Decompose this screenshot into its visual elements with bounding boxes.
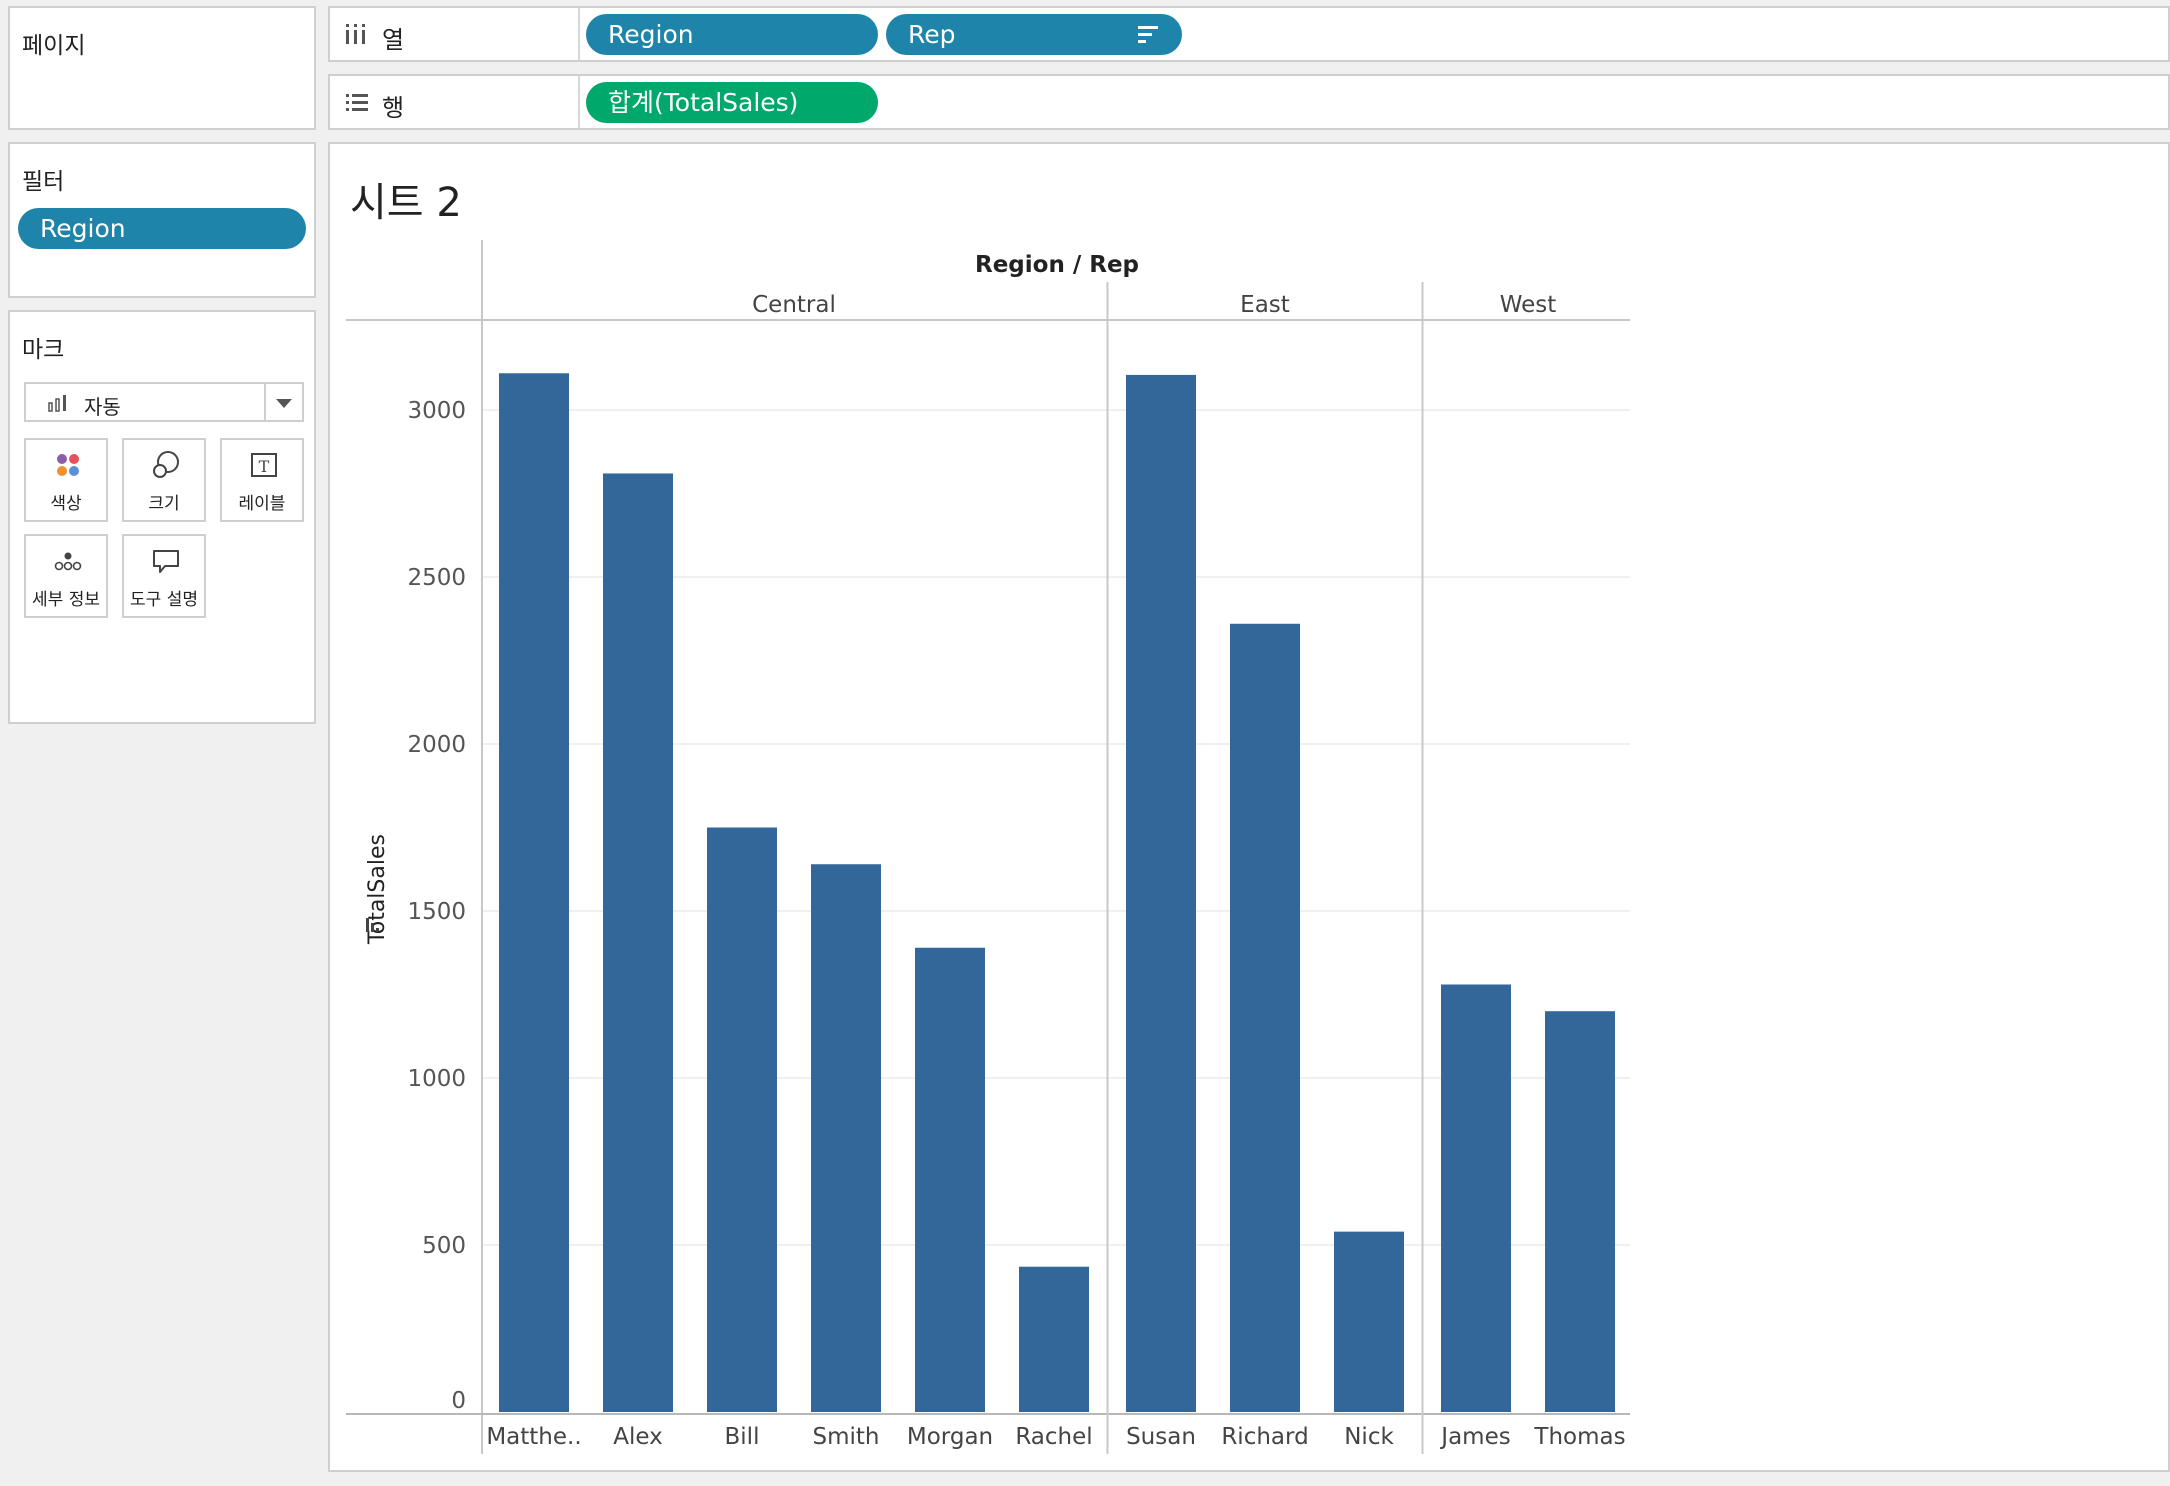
rep-tick-label: Bill <box>725 1424 760 1450</box>
rep-tick-label: Nick <box>1344 1424 1394 1450</box>
sheet-title: 시트 2 <box>350 180 462 226</box>
y-tick-label: 1000 <box>407 1066 466 1092</box>
pages-shelf[interactable]: 페이지 <box>8 6 316 130</box>
worksheet-view: 시트 2 Region / Rep Central Matthe.. Alex Bill… <box>328 142 2170 1472</box>
detail-card-button[interactable]: 세부 정보 <box>24 534 108 618</box>
filters-shelf[interactable]: 필터 Region <box>8 142 316 298</box>
pages-shelf-title: 페이지 <box>22 33 86 59</box>
columns-shelf[interactable]: 열 Region Rep <box>328 6 2170 62</box>
rep-tick-label: James <box>1439 1424 1510 1450</box>
rows-shelf[interactable]: 행 합계(TotalSales) <box>328 74 2170 130</box>
svg-text:T: T <box>259 457 270 476</box>
y-tick-label: 3000 <box>407 398 466 424</box>
region-header-label: West <box>1500 292 1557 318</box>
detail-dots-icon <box>54 552 82 571</box>
color-card-label: 색상 <box>50 494 82 514</box>
rep-tick-label: Matthe.. <box>486 1424 581 1450</box>
size-circles-icon <box>153 451 179 478</box>
axis-sort-icon[interactable] <box>366 918 379 932</box>
filter-pill-region[interactable]: Region <box>18 208 306 249</box>
filters-shelf-title: 필터 <box>22 169 65 195</box>
bar <box>1334 1231 1404 1412</box>
marks-title: 마크 <box>22 337 65 363</box>
detail-card-label: 세부 정보 <box>32 590 100 610</box>
label-card-label: 레이블 <box>238 494 286 514</box>
bar-chart: Region / Rep Central Matthe.. Alex Bill Smith… <box>346 240 1630 1454</box>
chevron-down-icon[interactable] <box>276 399 292 408</box>
region-header-label: Central <box>752 292 836 318</box>
column-pill-region[interactable]: Region <box>586 14 878 55</box>
sort-descending-icon[interactable] <box>1136 24 1160 46</box>
bar <box>915 947 985 1412</box>
rep-tick-label: Susan <box>1126 1424 1196 1450</box>
text-label-icon: T <box>251 453 277 477</box>
rows-shelf-label: 행 <box>382 94 405 122</box>
rep-tick-label: Richard <box>1221 1424 1308 1450</box>
rows-icon <box>346 94 368 111</box>
bar <box>1126 374 1196 1413</box>
y-tick-label: 500 <box>422 1233 466 1259</box>
mark-type-dropdown[interactable]: 자동 <box>24 382 304 422</box>
mark-type-label: 자동 <box>84 395 121 419</box>
rep-tick-label: Thomas <box>1533 1424 1625 1450</box>
size-card-label: 크기 <box>148 494 180 514</box>
column-pill-rep-label: Rep <box>908 20 956 49</box>
y-tick-label: 2000 <box>407 732 466 758</box>
tooltip-card-label: 도구 설명 <box>130 590 198 610</box>
bar <box>603 473 673 1413</box>
size-card-button[interactable]: 크기 <box>122 438 206 522</box>
rep-tick-label: Smith <box>813 1424 880 1450</box>
y-tick-label: 1500 <box>407 899 466 925</box>
rep-tick-label: Morgan <box>907 1424 993 1450</box>
bar <box>811 864 881 1412</box>
color-card-button[interactable]: 색상 <box>24 438 108 522</box>
header-title: Region / Rep <box>975 252 1139 278</box>
bar <box>1019 1266 1089 1412</box>
color-dots-icon <box>57 454 79 476</box>
bar <box>499 373 569 1412</box>
bar <box>1230 623 1300 1412</box>
column-pill-rep[interactable]: Rep <box>886 14 1182 55</box>
rep-tick-label: Alex <box>613 1424 662 1450</box>
bar <box>707 827 777 1412</box>
columns-shelf-label: 열 <box>382 26 405 54</box>
region-header-label: East <box>1240 292 1290 318</box>
y-axis-label: TotalSales <box>365 834 390 945</box>
bar <box>1545 1011 1615 1412</box>
y-tick-label: 0 <box>451 1388 466 1414</box>
tooltip-card-button[interactable]: 도구 설명 <box>122 534 206 618</box>
bar-chart-icon <box>48 395 66 412</box>
label-card-button[interactable]: T 레이블 <box>220 438 304 522</box>
bar <box>1441 984 1511 1412</box>
rep-tick-label: Rachel <box>1015 1424 1092 1450</box>
tooltip-bubble-icon <box>153 550 179 573</box>
marks-card: 마크 자동 색상 크기 T 레이블 <box>8 310 316 724</box>
y-tick-label: 2500 <box>407 565 466 591</box>
columns-icon <box>346 24 365 44</box>
row-pill-totalsales[interactable]: 합계(TotalSales) <box>586 82 878 123</box>
